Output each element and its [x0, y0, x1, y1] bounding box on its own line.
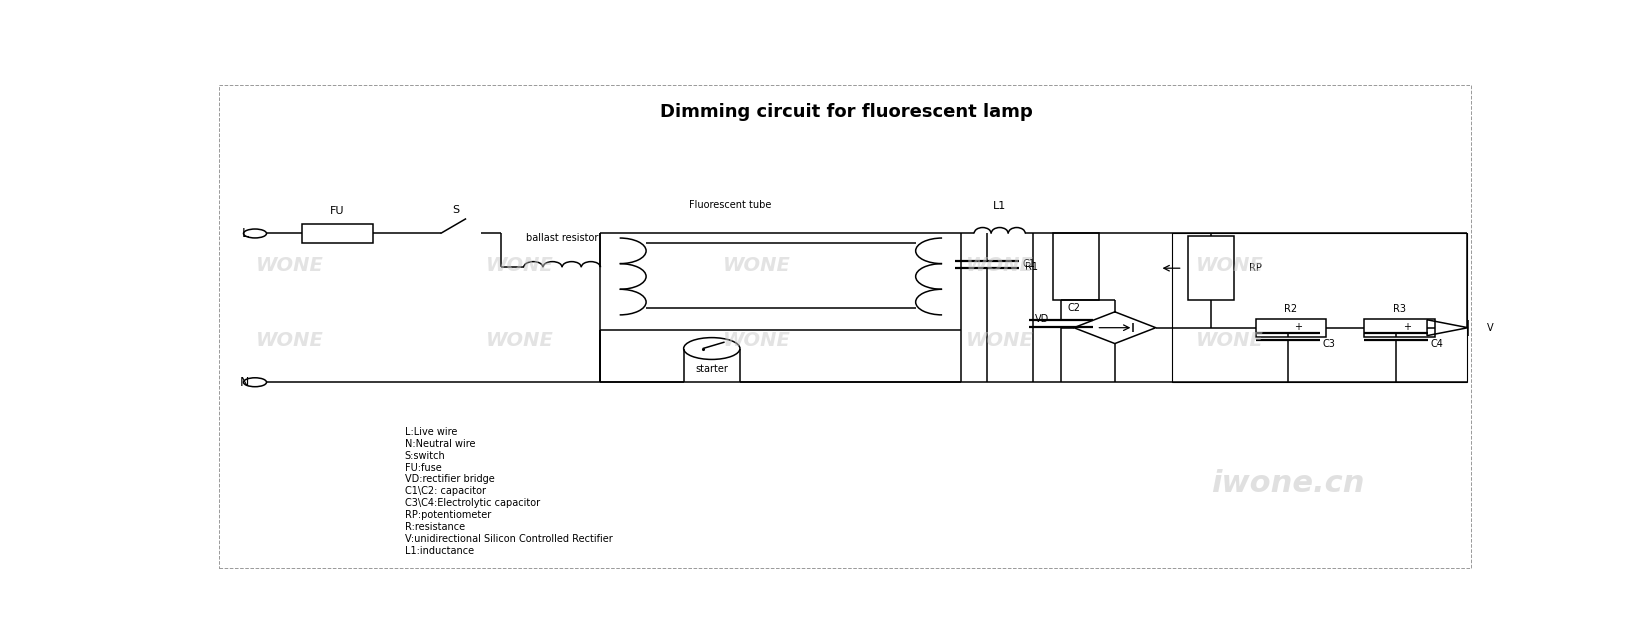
Text: C3: C3 — [1322, 339, 1336, 349]
Text: iwone.cn: iwone.cn — [1210, 469, 1364, 498]
Text: V:unidirectional Silicon Controlled Rectifier: V:unidirectional Silicon Controlled Rect… — [404, 534, 613, 544]
Bar — [1053, 234, 1100, 300]
Bar — [302, 224, 373, 243]
Text: S:switch: S:switch — [404, 451, 446, 460]
Text: RP:potentiometer: RP:potentiometer — [404, 510, 490, 520]
Text: S: S — [452, 205, 459, 214]
Text: L:Live wire: L:Live wire — [404, 427, 457, 437]
Text: ballast resistor: ballast resistor — [527, 233, 598, 243]
Bar — [1187, 236, 1233, 300]
Text: L1: L1 — [992, 201, 1007, 211]
Text: R:resistance: R:resistance — [404, 522, 466, 532]
Text: starter: starter — [695, 365, 728, 374]
Text: +: + — [1403, 322, 1410, 332]
Text: C3\C4:Electrolytic capacitor: C3\C4:Electrolytic capacitor — [404, 498, 540, 508]
Text: R2: R2 — [1284, 304, 1298, 314]
Text: WONE: WONE — [723, 256, 791, 275]
Text: WONE: WONE — [966, 256, 1034, 275]
Text: WONE: WONE — [256, 330, 324, 350]
Text: WONE: WONE — [256, 256, 324, 275]
Text: V: V — [1488, 323, 1494, 333]
Text: N: N — [239, 375, 249, 389]
Text: C2: C2 — [1068, 303, 1080, 313]
Text: VD:rectifier bridge: VD:rectifier bridge — [404, 475, 494, 484]
Text: WONE: WONE — [723, 330, 791, 350]
Bar — [1364, 319, 1435, 337]
Text: N:Neutral wire: N:Neutral wire — [404, 439, 475, 449]
Text: RP: RP — [1250, 263, 1261, 273]
Text: C1: C1 — [1022, 260, 1035, 269]
Text: FU: FU — [330, 206, 345, 216]
Text: WONE: WONE — [1195, 330, 1265, 350]
Text: L1:inductance: L1:inductance — [404, 546, 474, 556]
Text: WONE: WONE — [1195, 256, 1265, 275]
Text: FU:fuse: FU:fuse — [404, 462, 441, 473]
Text: R3: R3 — [1393, 304, 1407, 314]
Text: WONE: WONE — [485, 256, 553, 275]
Text: WONE: WONE — [966, 330, 1034, 350]
Text: +: + — [1294, 322, 1303, 332]
Text: C1\C2: capacitor: C1\C2: capacitor — [404, 486, 485, 497]
Text: Dimming circuit for fluorescent lamp: Dimming circuit for fluorescent lamp — [660, 103, 1032, 121]
Text: L: L — [241, 227, 248, 240]
Text: VD: VD — [1035, 314, 1048, 324]
Text: WONE: WONE — [485, 330, 553, 350]
Text: Fluorescent tube: Fluorescent tube — [688, 200, 771, 210]
Text: C4: C4 — [1431, 339, 1443, 349]
Bar — [1172, 234, 1466, 383]
Bar — [1255, 319, 1326, 337]
Text: R1: R1 — [1025, 262, 1038, 272]
